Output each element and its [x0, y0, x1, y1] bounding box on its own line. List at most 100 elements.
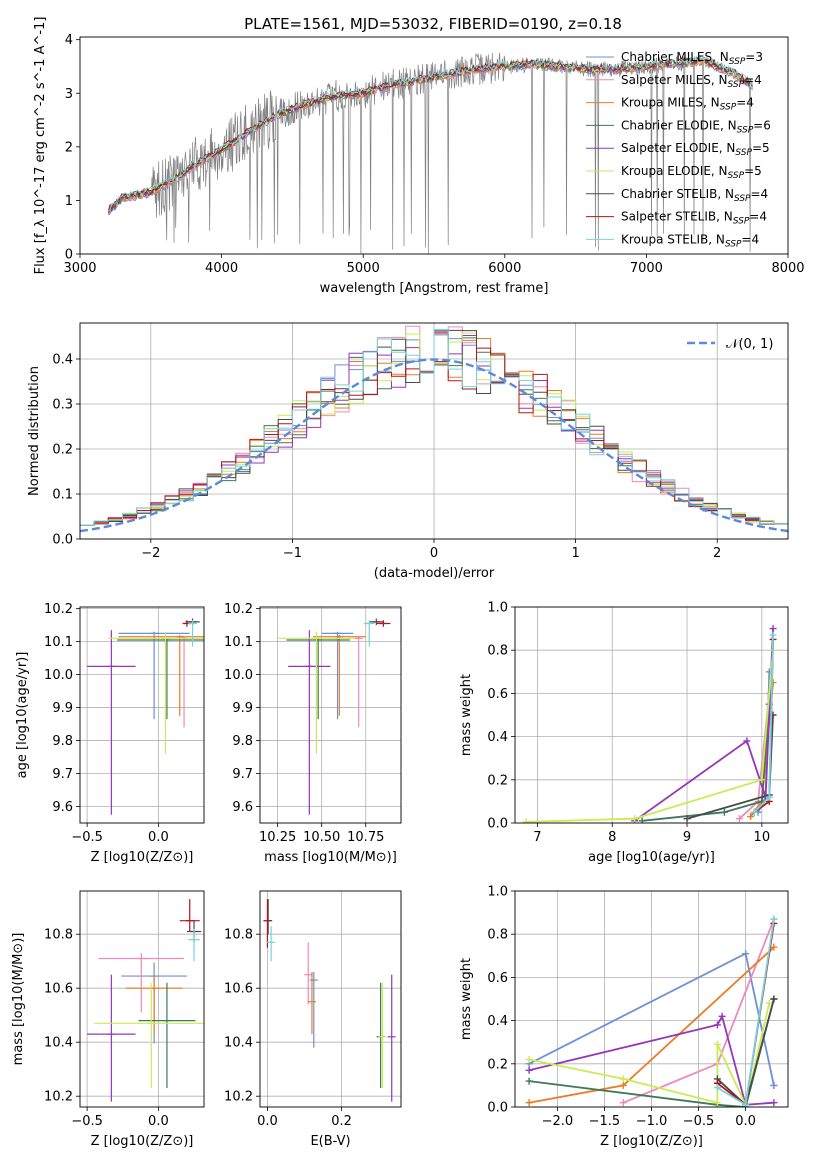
weight-marker — [718, 1012, 726, 1020]
weight-marker — [525, 1099, 533, 1107]
x-tick-label: 10.75 — [347, 830, 384, 845]
y-axis-label: mass weight — [459, 958, 474, 1040]
weight-marker — [619, 1075, 627, 1083]
legend-label: Salpeter ELODIE, NSSP=5 — [621, 141, 770, 158]
errorbar-salpeter-elodie — [87, 630, 136, 815]
hist-step-kroupa-stelib — [80, 329, 788, 526]
x-tick-label: −2 — [141, 546, 160, 561]
x-tick-label: 0.0 — [257, 1114, 278, 1129]
errorbar-kroupa-elodie — [277, 631, 356, 754]
y-tick-label: 0.6 — [487, 687, 508, 702]
plot-area — [263, 899, 396, 1102]
plot-area — [80, 325, 788, 533]
errorbar-chabrier-miles — [118, 631, 190, 720]
x-axis-label: age [log10(age/yr)] — [588, 850, 715, 865]
errorbar-chabrier-elodie — [138, 982, 196, 1089]
x-tick-label: 0 — [430, 546, 438, 561]
errorbar-chabrier-elodie — [286, 638, 350, 720]
y-tick-label: 0.8 — [487, 644, 508, 659]
x-tick-label: −2.0 — [542, 1114, 574, 1129]
y-tick-label: 10.0 — [44, 668, 73, 683]
weight-marker — [525, 1077, 533, 1085]
errorbar-salpeter-elodie — [387, 974, 396, 1102]
weight-marker — [619, 1099, 627, 1107]
y-tick-label: 9.8 — [232, 734, 253, 749]
y-tick-label: 10.1 — [224, 635, 253, 650]
y-axis-label: Normed distribution — [27, 366, 42, 496]
plot-area — [522, 625, 777, 823]
weight-marker — [747, 813, 755, 821]
y-tick-label: 10.0 — [224, 668, 253, 683]
errorbar-salpeter-stelib — [263, 899, 272, 948]
y-tick-label: 9.9 — [232, 701, 253, 716]
legend-label: Kroupa STELIB, NSSP=4 — [621, 232, 759, 249]
weight-marker — [619, 1081, 627, 1089]
weight-marker — [769, 625, 777, 633]
weight-line-salpeter-elodie — [634, 628, 774, 822]
errorbar-chabrier-elodie — [117, 638, 204, 720]
y-tick-label: 10.2 — [224, 602, 253, 617]
x-axis-label: Z [log10(Z/Z⊙)] — [91, 1134, 194, 1149]
y-tick-label: 0.4 — [487, 1014, 508, 1029]
y-tick-label: 0 — [65, 248, 73, 263]
weight-marker — [525, 1066, 533, 1074]
x-axis-label: Z [log10(Z/Z⊙)] — [600, 1134, 703, 1149]
weight-marker — [525, 1055, 533, 1063]
x-tick-label: −1.0 — [636, 1114, 668, 1129]
y-tick-label: 0.0 — [487, 817, 508, 832]
y-axis-label: mass [log10(M/M⊙)] — [11, 933, 26, 1066]
x-tick-label: 8000 — [771, 261, 804, 276]
errorbar-salpeter-stelib — [376, 620, 391, 627]
x-tick-label: 9 — [683, 830, 691, 845]
weight-marker — [742, 1101, 750, 1107]
errorbar-kroupa-stelib — [188, 928, 200, 962]
weight-marker — [735, 815, 743, 823]
plot-area — [87, 618, 204, 815]
y-tick-label: 10.4 — [44, 1036, 73, 1051]
y-tick-label: 10.1 — [44, 635, 73, 650]
y-tick-label: 9.7 — [232, 767, 253, 782]
errorbar-kroupa-miles — [118, 635, 204, 716]
weight-marker — [713, 1021, 721, 1029]
panel-residuals: −2 −1 0 1 2 0.0 0.1 0.2 0.3 0.4 (data-model)/error… — [27, 322, 789, 581]
y-tick-label: 1.0 — [487, 601, 508, 616]
legend-label: Salpeter MILES, NSSP=4 — [621, 73, 762, 90]
x-tick-label: 8 — [608, 830, 616, 845]
y-tick-label: 9.6 — [52, 800, 73, 815]
x-tick-label: 1 — [571, 546, 579, 561]
y-tick-label: 10.8 — [44, 928, 73, 943]
panel-mass_vs_ebv: 0.0 0.2 10.2 10.4 10.6 10.8 E(B-V) — [224, 890, 402, 1149]
x-tick-label: 5000 — [347, 261, 380, 276]
y-axis-label: Flux [f_λ 10^-17 erg cm^-2 s^-1 A^-1] — [33, 17, 48, 275]
errorbar-kroupa-elodie — [108, 631, 204, 754]
y-tick-label: 9.8 — [52, 734, 73, 749]
x-axis-label: wavelength [Angstrom, rest frame] — [320, 281, 549, 296]
y-tick-label: 10.2 — [224, 1090, 253, 1105]
plot-area — [277, 618, 391, 815]
axes-frame — [79, 890, 205, 1108]
y-tick-label: 9.6 — [232, 800, 253, 815]
panel-weights_vs_age: 7 8 9 10 0.0 0.2 0.4 0.6 0.8 1.0 age [log10(age/yr… — [459, 601, 789, 865]
x-tick-label: 0.0 — [148, 830, 169, 845]
x-axis-label: (data-model)/error — [374, 566, 495, 581]
panel-age_vs_Z: −0.5 0.0 9.6 9.7 9.8 9.9 10.0 10.1 10.2 Z [log10(… — [15, 602, 205, 865]
x-tick-label: −1 — [283, 546, 302, 561]
weight-marker — [713, 1099, 721, 1107]
y-tick-label: 3 — [65, 87, 73, 102]
y-tick-label: 10.8 — [224, 928, 253, 943]
y-tick-label: 10.2 — [44, 602, 73, 617]
y-tick-label: 0.4 — [487, 730, 508, 745]
y-tick-label: 10.4 — [224, 1036, 253, 1051]
y-tick-label: 0.0 — [52, 533, 73, 548]
x-tick-label: 0.2 — [331, 1114, 352, 1129]
errorbar-salpeter-miles — [98, 953, 185, 1013]
y-tick-label: 1.0 — [487, 885, 508, 900]
axes-frame — [259, 890, 402, 1108]
weight-marker — [522, 818, 530, 823]
axes-frame — [514, 890, 789, 1108]
weight-marker — [742, 950, 750, 958]
x-tick-label: 3000 — [63, 261, 96, 276]
errorbar-salpeter-elodie — [87, 974, 136, 1102]
y-tick-label: 1 — [65, 194, 73, 209]
